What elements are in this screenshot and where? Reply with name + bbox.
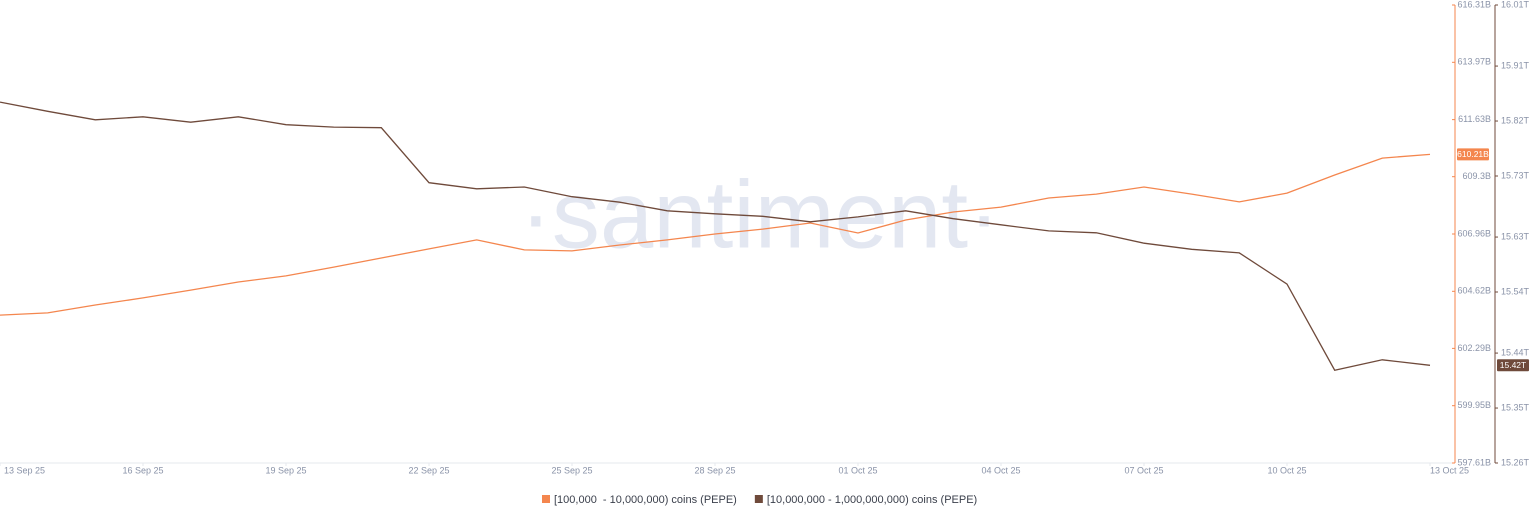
y-tick-label: 597.61B	[1457, 457, 1491, 467]
y-tick-label: 616.31B	[1457, 0, 1491, 9]
y2-tick-label: 15.54T	[1501, 286, 1530, 296]
x-tick-label: 10 Oct 25	[1267, 465, 1306, 475]
x-tick-label: 22 Sep 25	[408, 465, 449, 475]
x-tick-label: 13 Oct 25	[1430, 465, 1469, 475]
x-tick-label: 04 Oct 25	[981, 465, 1020, 475]
x-tick-label: 13 Sep 25	[4, 465, 45, 475]
value-label: 610.21B	[1457, 149, 1489, 159]
y-tick-label: 613.97B	[1457, 57, 1491, 67]
value-badge	[1497, 359, 1529, 372]
y2-tick-label: 15.63T	[1501, 231, 1530, 241]
legend: [100,000 - 10,000,000) coins (PEPE) [10,0…	[542, 494, 977, 506]
y-tick-label: 606.96B	[1457, 228, 1491, 238]
y2-tick-label: 15.73T	[1501, 170, 1530, 180]
legend-swatch	[542, 495, 550, 503]
y-tick-label: 602.29B	[1457, 343, 1491, 353]
legend-label: [10,000,000 - 1,000,000,000) coins (PEPE…	[767, 494, 977, 506]
value-badge	[1457, 148, 1489, 161]
x-tick-label: 25 Sep 25	[551, 465, 592, 475]
y2-tick-label: 15.82T	[1501, 115, 1530, 125]
x-tick-label: 19 Sep 25	[265, 465, 306, 475]
y-tick-label: 609.3B	[1462, 171, 1491, 181]
y-tick-label: 604.62B	[1457, 286, 1491, 296]
x-tick-label: 07 Oct 25	[1124, 465, 1163, 475]
x-tick-label: 28 Sep 25	[694, 465, 735, 475]
legend-swatch	[754, 495, 763, 503]
y2-tick-label: 16.01T	[1501, 0, 1530, 9]
x-tick-label: 01 Oct 25	[838, 465, 877, 475]
y2-tick-label: 15.44T	[1501, 347, 1530, 357]
series-line	[0, 101, 1431, 371]
y2-tick-label: 15.91T	[1501, 60, 1530, 70]
x-tick-label: 16 Sep 25	[122, 465, 163, 475]
y2-tick-label: 15.26T	[1501, 457, 1530, 467]
watermark: ·santiment·	[520, 161, 1000, 268]
value-label: 15.42T	[1500, 360, 1526, 370]
y-tick-label: 611.63B	[1458, 114, 1491, 124]
series-line	[0, 153, 1431, 316]
y-tick-label: 599.95B	[1457, 400, 1491, 410]
y2-tick-label: 15.35T	[1501, 402, 1530, 412]
legend-label: [100,000 - 10,000,000) coins (PEPE)	[554, 494, 737, 506]
